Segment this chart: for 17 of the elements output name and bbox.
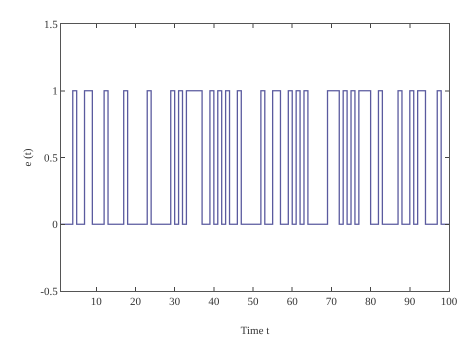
x-tick-label: 30 bbox=[169, 296, 181, 308]
x-tick-label: 40 bbox=[208, 296, 220, 308]
x-tick-label: 100 bbox=[440, 296, 458, 308]
y-axis-title: e (t) bbox=[22, 148, 34, 167]
y-tick-label: 1 bbox=[52, 86, 58, 98]
y-tick-label: 1.5 bbox=[44, 18, 58, 31]
x-tick-label: 80 bbox=[365, 296, 377, 308]
x-axis-title: Time t bbox=[240, 325, 270, 337]
x-tick-label: 70 bbox=[326, 296, 338, 308]
x-tick-label: 10 bbox=[90, 296, 102, 308]
x-tick-label: 20 bbox=[130, 296, 142, 308]
x-tick-label: 60 bbox=[286, 296, 298, 308]
y-tick-label: 0.5 bbox=[44, 152, 58, 164]
x-tick-label: 90 bbox=[404, 296, 416, 308]
x-tick-label: 50 bbox=[248, 296, 260, 308]
y-tick-label: -0.5 bbox=[40, 286, 58, 298]
y-tick-label: 0 bbox=[52, 219, 58, 232]
